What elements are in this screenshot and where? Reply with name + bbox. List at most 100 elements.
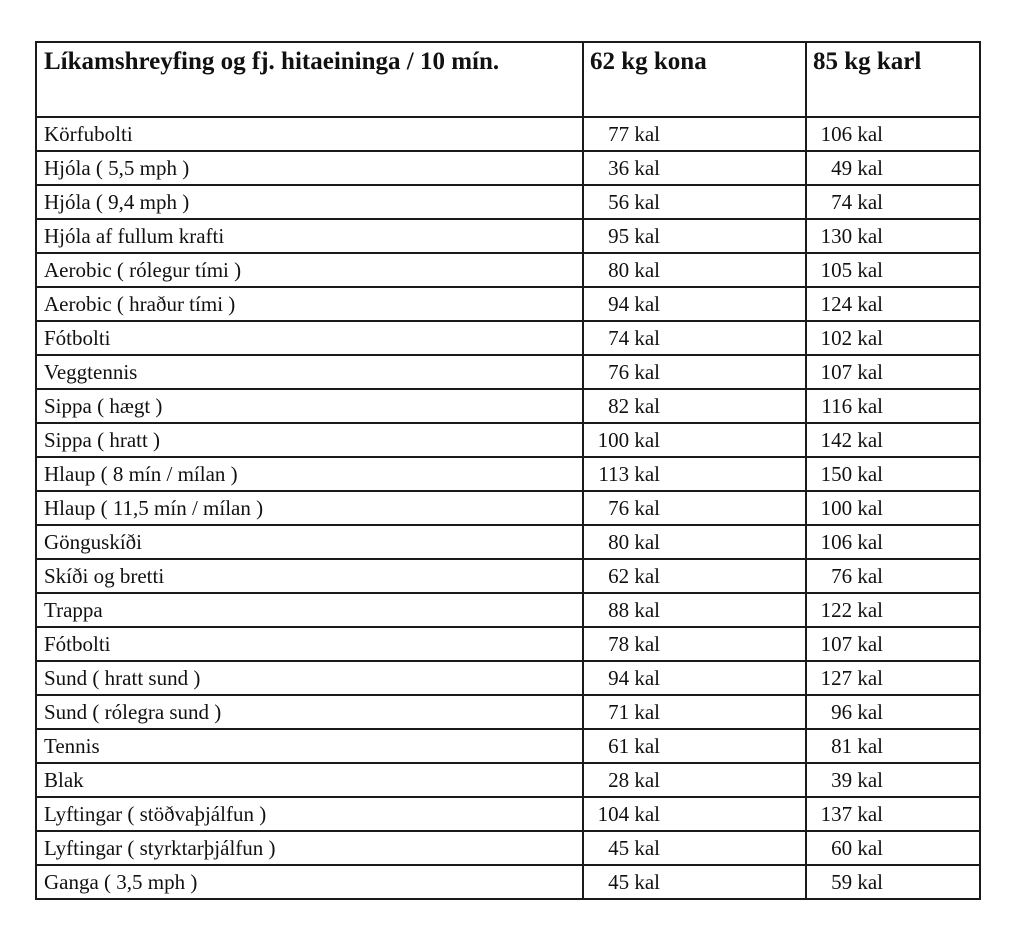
woman-calories-cell: 71 kal	[582, 694, 807, 730]
table-row: Lyftingar ( styrktarþjálfun ) 45 kal 60 ka…	[35, 830, 981, 866]
woman-calories-value: 28 kal	[608, 768, 660, 792]
man-calories-value: 124 kal	[820, 292, 883, 316]
woman-calories-value: 100 kal	[597, 428, 660, 452]
activity-cell: Gönguskíði	[35, 524, 584, 560]
man-calories-value: 81 kal	[831, 734, 883, 758]
man-calories-cell: 76 kal	[805, 558, 981, 594]
activity-cell: Sippa ( hratt )	[35, 422, 584, 458]
woman-calories-value: 76 kal	[608, 496, 660, 520]
woman-calories-value: 62 kal	[608, 564, 660, 588]
man-calories-cell: 100 kal	[805, 490, 981, 526]
man-calories-value: 127 kal	[820, 666, 883, 690]
woman-calories-cell: 95 kal	[582, 218, 807, 254]
table-header-row: Líkamshreyfing og fj. hitaeininga / 10 m…	[35, 41, 981, 118]
activity-cell: Sund ( rólegra sund )	[35, 694, 584, 730]
man-calories-cell: 49 kal	[805, 150, 981, 186]
woman-calories-value: 113 kal	[598, 462, 660, 486]
man-calories-cell: 107 kal	[805, 354, 981, 390]
man-calories-cell: 127 kal	[805, 660, 981, 696]
man-calories-cell: 106 kal	[805, 116, 981, 152]
table-row: Ganga ( 3,5 mph ) 45 kal 59 kal	[35, 864, 981, 900]
woman-calories-cell: 100 kal	[582, 422, 807, 458]
man-calories-value: 107 kal	[820, 360, 883, 384]
woman-calories-cell: 76 kal	[582, 490, 807, 526]
table-row: Fótbolti 78 kal 107 kal	[35, 626, 981, 662]
woman-calories-cell: 104 kal	[582, 796, 807, 832]
woman-calories-value: 78 kal	[608, 632, 660, 656]
woman-calories-value: 82 kal	[608, 394, 660, 418]
man-calories-value: 107 kal	[820, 632, 883, 656]
man-calories-cell: 96 kal	[805, 694, 981, 730]
woman-calories-value: 56 kal	[608, 190, 660, 214]
man-calories-value: 130 kal	[820, 224, 883, 248]
man-calories-cell: 150 kal	[805, 456, 981, 492]
table-row: Fótbolti 74 kal 102 kal	[35, 320, 981, 356]
table-row: Skíði og bretti 62 kal 76 kal	[35, 558, 981, 594]
woman-calories-cell: 82 kal	[582, 388, 807, 424]
table-row: Hjóla ( 9,4 mph ) 56 kal 74 kal	[35, 184, 981, 220]
woman-calories-value: 71 kal	[608, 700, 660, 724]
table-row: Aerobic ( rólegur tími ) 80 kal 105 kal	[35, 252, 981, 288]
man-calories-cell: 142 kal	[805, 422, 981, 458]
woman-calories-cell: 45 kal	[582, 830, 807, 866]
woman-calories-value: 88 kal	[608, 598, 660, 622]
activity-cell: Skíði og bretti	[35, 558, 584, 594]
woman-calories-cell: 28 kal	[582, 762, 807, 798]
man-calories-value: 102 kal	[820, 326, 883, 350]
header-man-85kg: 85 kg karl	[805, 41, 981, 118]
man-calories-value: 150 kal	[820, 462, 883, 486]
table-row: Sippa ( hægt ) 82 kal 116 kal	[35, 388, 981, 424]
activity-cell: Veggtennis	[35, 354, 584, 390]
woman-calories-cell: 113 kal	[582, 456, 807, 492]
table-row: Trappa 88 kal 122 kal	[35, 592, 981, 628]
table-row: Körfubolti 77 kal 106 kal	[35, 116, 981, 152]
man-calories-value: 39 kal	[831, 768, 883, 792]
woman-calories-value: 45 kal	[608, 870, 660, 894]
man-calories-cell: 116 kal	[805, 388, 981, 424]
woman-calories-value: 36 kal	[608, 156, 660, 180]
man-calories-value: 76 kal	[831, 564, 883, 588]
woman-calories-cell: 77 kal	[582, 116, 807, 152]
activity-cell: Lyftingar ( stöðvaþjálfun )	[35, 796, 584, 832]
woman-calories-cell: 88 kal	[582, 592, 807, 628]
woman-calories-value: 74 kal	[608, 326, 660, 350]
woman-calories-value: 77 kal	[608, 122, 660, 146]
activity-cell: Fótbolti	[35, 626, 584, 662]
activity-cell: Blak	[35, 762, 584, 798]
man-calories-cell: 122 kal	[805, 592, 981, 628]
man-calories-value: 96 kal	[831, 700, 883, 724]
man-calories-cell: 107 kal	[805, 626, 981, 662]
activity-cell: Sund ( hratt sund )	[35, 660, 584, 696]
woman-calories-cell: 76 kal	[582, 354, 807, 390]
woman-calories-value: 95 kal	[608, 224, 660, 248]
woman-calories-value: 80 kal	[608, 258, 660, 282]
woman-calories-value: 76 kal	[608, 360, 660, 384]
table-row: Sund ( hratt sund ) 94 kal 127 kal	[35, 660, 981, 696]
man-calories-value: 100 kal	[820, 496, 883, 520]
man-calories-value: 106 kal	[820, 122, 883, 146]
table-row: Lyftingar ( stöðvaþjálfun ) 104 kal 137 ka…	[35, 796, 981, 832]
table-row: Sippa ( hratt ) 100 kal 142 kal	[35, 422, 981, 458]
woman-calories-cell: 94 kal	[582, 660, 807, 696]
calorie-table: Líkamshreyfing og fj. hitaeininga / 10 m…	[35, 41, 981, 900]
activity-cell: Hjóla af fullum krafti	[35, 218, 584, 254]
woman-calories-value: 94 kal	[608, 292, 660, 316]
man-calories-value: 105 kal	[820, 258, 883, 282]
activity-cell: Fótbolti	[35, 320, 584, 356]
man-calories-value: 122 kal	[820, 598, 883, 622]
activity-cell: Sippa ( hægt )	[35, 388, 584, 424]
woman-calories-cell: 36 kal	[582, 150, 807, 186]
woman-calories-cell: 80 kal	[582, 252, 807, 288]
man-calories-cell: 137 kal	[805, 796, 981, 832]
header-activity: Líkamshreyfing og fj. hitaeininga / 10 m…	[35, 41, 584, 118]
woman-calories-value: 80 kal	[608, 530, 660, 554]
woman-calories-value: 45 kal	[608, 836, 660, 860]
man-calories-cell: 106 kal	[805, 524, 981, 560]
woman-calories-cell: 56 kal	[582, 184, 807, 220]
activity-cell: Hlaup ( 8 mín / mílan )	[35, 456, 584, 492]
woman-calories-value: 104 kal	[597, 802, 660, 826]
man-calories-value: 60 kal	[831, 836, 883, 860]
man-calories-value: 137 kal	[820, 802, 883, 826]
man-calories-cell: 39 kal	[805, 762, 981, 798]
table-row: Hjóla af fullum krafti 95 kal 130 kal	[35, 218, 981, 254]
